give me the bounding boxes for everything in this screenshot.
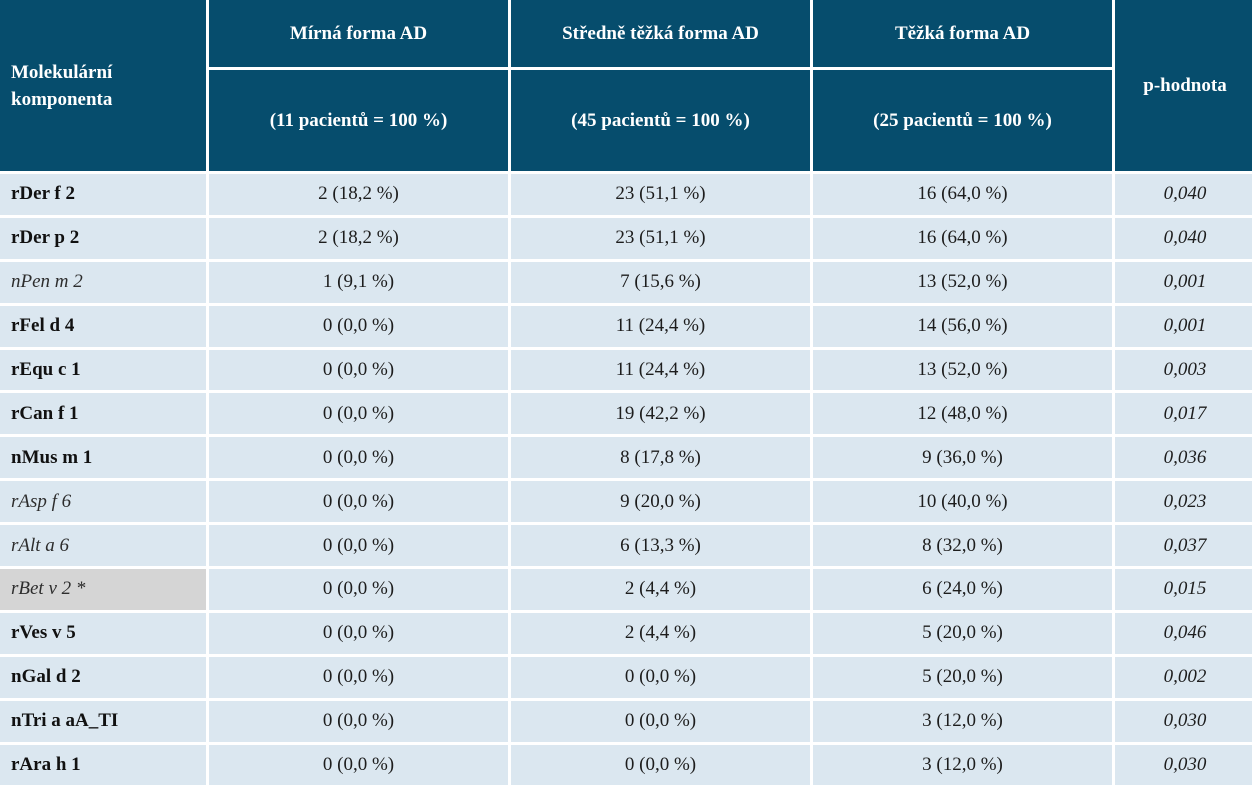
mild-cell: 0 (0,0 %) [209, 393, 508, 435]
component-cell: rAra h 1 [0, 744, 206, 786]
p-value-cell: 0,001 [1115, 305, 1252, 347]
severe-cell: 16 (64,0 %) [813, 217, 1112, 259]
header-component: Molekulární komponenta [0, 0, 206, 171]
severe-cell: 5 (20,0 %) [813, 656, 1112, 698]
p-value-cell: 0,030 [1115, 700, 1252, 742]
table-header: Molekulární komponenta Mírná forma AD St… [0, 0, 1252, 171]
moderate-cell: 19 (42,2 %) [511, 393, 810, 435]
component-cell: nMus m 1 [0, 437, 206, 479]
component-cell: rCan f 1 [0, 393, 206, 435]
component-cell: nPen m 2 [0, 261, 206, 303]
moderate-cell: 11 (24,4 %) [511, 305, 810, 347]
p-value-cell: 0,015 [1115, 569, 1252, 610]
component-cell: rAsp f 6 [0, 481, 206, 523]
mild-cell: 1 (9,1 %) [209, 261, 508, 303]
mild-cell: 0 (0,0 %) [209, 481, 508, 523]
table-row: rBet v 2 * 0 (0,0 %) 2 (4,4 %) 6 (24,0 %) 0,… [0, 569, 1252, 610]
moderate-cell: 0 (0,0 %) [511, 744, 810, 786]
p-value-cell: 0,040 [1115, 217, 1252, 259]
header-group-severe: Těžká forma AD [813, 0, 1112, 67]
table-row: nTri a aA_TI 0 (0,0 %) 0 (0,0 %) 3 (12,0 %)… [0, 700, 1252, 742]
p-value-cell: 0,002 [1115, 656, 1252, 698]
moderate-cell: 9 (20,0 %) [511, 481, 810, 523]
severe-cell: 3 (12,0 %) [813, 744, 1112, 786]
p-value-cell: 0,037 [1115, 525, 1252, 567]
header-row-counts: (11 pacientů = 100 %) (45 pacientů = 100… [0, 70, 1252, 171]
p-value-cell: 0,023 [1115, 481, 1252, 523]
severe-cell: 5 (20,0 %) [813, 612, 1112, 654]
header-row-groups: Molekulární komponenta Mírná forma AD St… [0, 0, 1252, 171]
p-value-cell: 0,046 [1115, 612, 1252, 654]
severe-cell: 6 (24,0 %) [813, 569, 1112, 610]
moderate-cell: 11 (24,4 %) [511, 349, 810, 391]
header-group-mild: Mírná forma AD [209, 0, 508, 67]
severe-cell: 14 (56,0 %) [813, 305, 1112, 347]
mild-cell: 0 (0,0 %) [209, 700, 508, 742]
component-cell: rVes v 5 [0, 612, 206, 654]
severe-cell: 3 (12,0 %) [813, 700, 1112, 742]
p-value-cell: 0,030 [1115, 744, 1252, 786]
mild-cell: 0 (0,0 %) [209, 569, 508, 610]
mild-cell: 0 (0,0 %) [209, 744, 508, 786]
component-cell: rFel d 4 [0, 305, 206, 347]
moderate-cell: 8 (17,8 %) [511, 437, 810, 479]
component-cell: rDer f 2 [0, 174, 206, 215]
p-value-cell: 0,017 [1115, 393, 1252, 435]
component-cell: rDer p 2 [0, 217, 206, 259]
header-count-moderate: (45 pacientů = 100 %) [511, 70, 810, 171]
p-value-cell: 0,003 [1115, 349, 1252, 391]
severe-cell: 13 (52,0 %) [813, 349, 1112, 391]
moderate-cell: 0 (0,0 %) [511, 656, 810, 698]
moderate-cell: 0 (0,0 %) [511, 700, 810, 742]
moderate-cell: 6 (13,3 %) [511, 525, 810, 567]
header-p-value: p-hodnota [1115, 0, 1252, 171]
p-value-cell: 0,040 [1115, 174, 1252, 215]
moderate-cell: 2 (4,4 %) [511, 569, 810, 610]
mild-cell: 0 (0,0 %) [209, 437, 508, 479]
mild-cell: 0 (0,0 %) [209, 525, 508, 567]
component-cell: rEqu c 1 [0, 349, 206, 391]
severe-cell: 13 (52,0 %) [813, 261, 1112, 303]
component-cell: rBet v 2 * [0, 569, 206, 610]
header-count-mild: (11 pacientů = 100 %) [209, 70, 508, 171]
mild-cell: 2 (18,2 %) [209, 174, 508, 215]
component-cell: nGal d 2 [0, 656, 206, 698]
moderate-cell: 23 (51,1 %) [511, 174, 810, 215]
severe-cell: 12 (48,0 %) [813, 393, 1112, 435]
header-count-severe: (25 pacientů = 100 %) [813, 70, 1112, 171]
moderate-cell: 7 (15,6 %) [511, 261, 810, 303]
component-cell: rAlt a 6 [0, 525, 206, 567]
header-group-moderate: Středně těžká forma AD [511, 0, 810, 67]
p-value-cell: 0,001 [1115, 261, 1252, 303]
component-cell: nTri a aA_TI [0, 700, 206, 742]
moderate-cell: 2 (4,4 %) [511, 612, 810, 654]
severe-cell: 16 (64,0 %) [813, 174, 1112, 215]
severe-cell: 10 (40,0 %) [813, 481, 1112, 523]
mild-cell: 0 (0,0 %) [209, 349, 508, 391]
mild-cell: 0 (0,0 %) [209, 612, 508, 654]
severe-cell: 8 (32,0 %) [813, 525, 1112, 567]
severe-cell: 9 (36,0 %) [813, 437, 1112, 479]
mild-cell: 0 (0,0 %) [209, 305, 508, 347]
moderate-cell: 23 (51,1 %) [511, 217, 810, 259]
mild-cell: 0 (0,0 %) [209, 656, 508, 698]
p-value-cell: 0,036 [1115, 437, 1252, 479]
mild-cell: 2 (18,2 %) [209, 217, 508, 259]
